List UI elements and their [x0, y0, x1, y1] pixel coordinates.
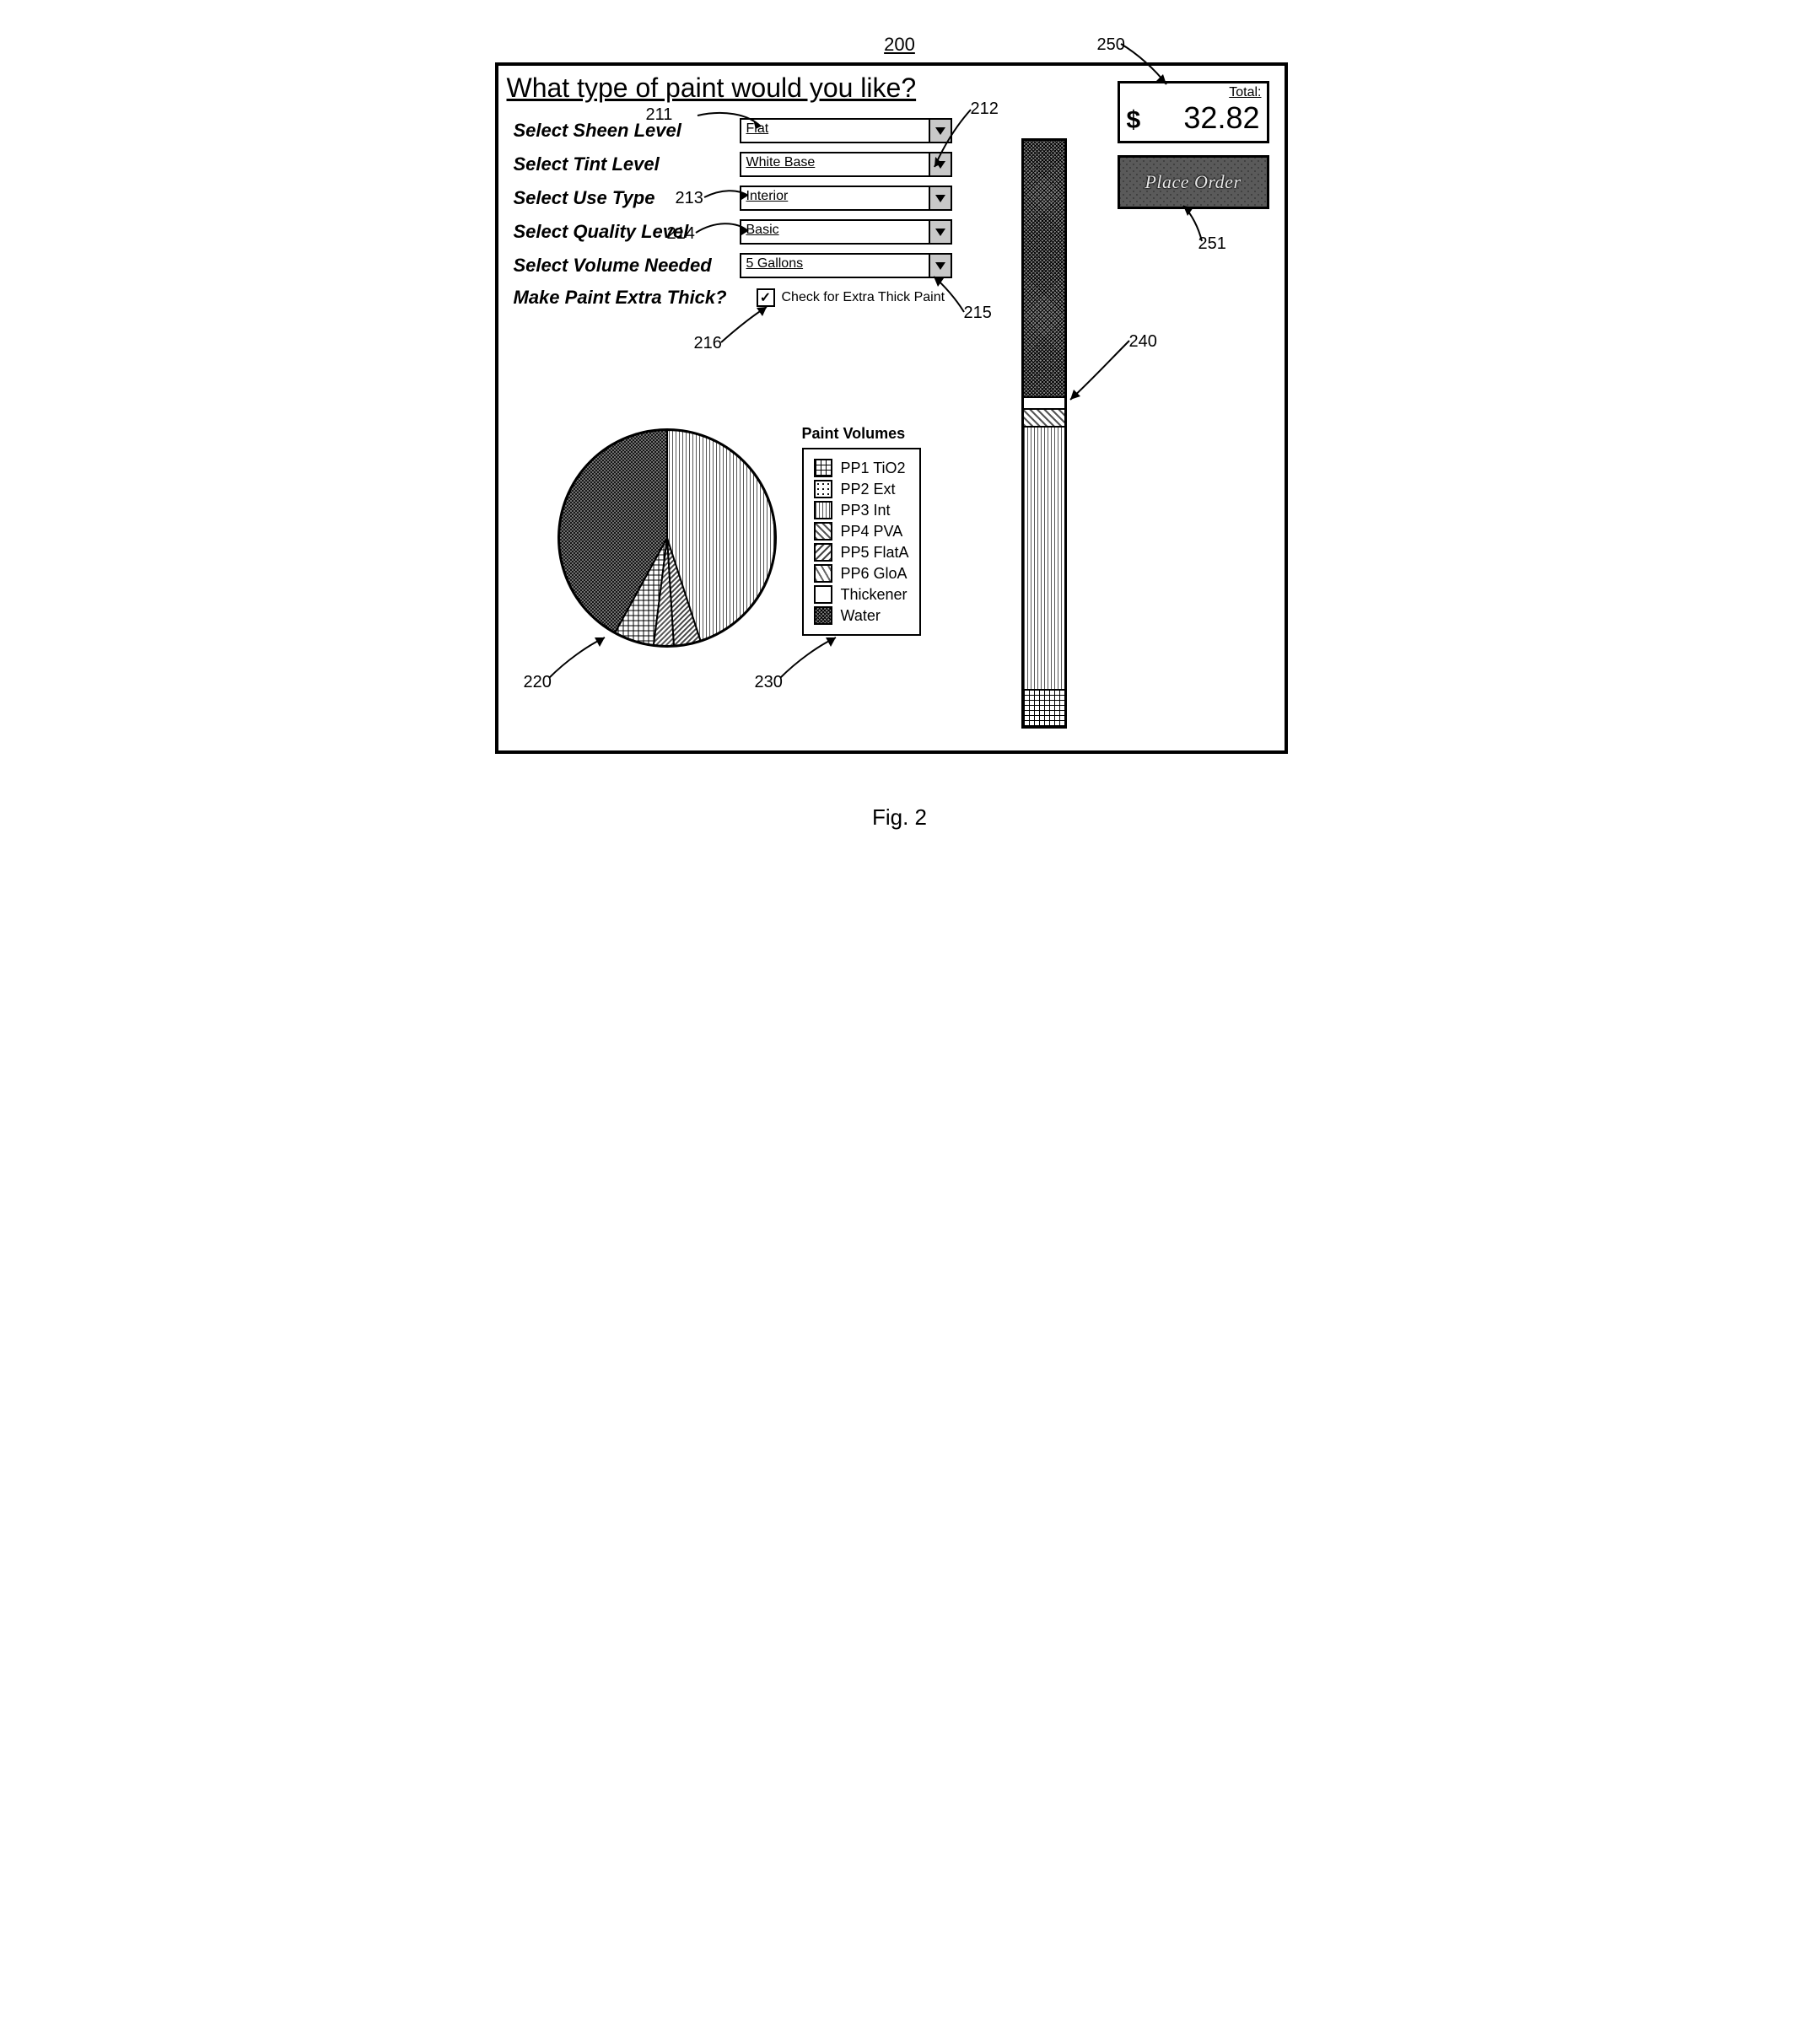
select-sheen-value: Flat: [741, 120, 929, 142]
checkbox-thick[interactable]: ✓: [757, 288, 775, 307]
legend-item: Thickener: [814, 585, 909, 604]
select-use[interactable]: Interior: [740, 186, 952, 211]
legend-item: PP1 TiO2: [814, 459, 909, 477]
select-tint-value: White Base: [741, 153, 929, 175]
checkbox-thick-label: Check for Extra Thick Paint: [782, 290, 945, 305]
ui-panel: What type of paint would you like? Selec…: [495, 62, 1288, 754]
stacked-bar: [1021, 138, 1067, 729]
bar-segment: [1024, 691, 1064, 726]
chevron-down-icon: [935, 229, 945, 236]
label-volume: Select Volume Needed: [514, 255, 733, 277]
callout-211: 211: [646, 105, 673, 125]
legend-label: PP2 Ext: [841, 481, 896, 498]
bar-segment: [1024, 141, 1064, 398]
select-volume-arrow[interactable]: [929, 255, 951, 277]
legend-label: PP4 PVA: [841, 523, 903, 541]
pie-svg: WaterPP1 TiO2PP4 PVAPP5 FlatAPP3 Int: [557, 428, 777, 648]
callout-213: 213: [676, 189, 703, 208]
total-box: Total: $ 32.82: [1118, 81, 1269, 143]
total-value: 32.82: [1183, 100, 1259, 136]
legend-item: PP6 GloA: [814, 564, 909, 583]
row-tint: Select Tint Level White Base: [514, 152, 952, 177]
legend-item: PP2 Ext: [814, 480, 909, 498]
legend-label: PP6 GloA: [841, 565, 908, 583]
legend-label: Thickener: [841, 586, 908, 604]
legend-label: PP3 Int: [841, 502, 891, 519]
legend-item: PP4 PVA: [814, 522, 909, 541]
callout-230: 230: [755, 673, 783, 692]
select-quality-arrow[interactable]: [929, 221, 951, 243]
select-tint[interactable]: White Base: [740, 152, 952, 177]
legend-item: PP3 Int: [814, 501, 909, 519]
row-volume: Select Volume Needed 5 Gallons: [514, 253, 952, 278]
callout-212: 212: [971, 100, 999, 119]
form-area: Select Sheen Level Flat Select Tint Leve…: [514, 118, 952, 317]
bar-segment: [1024, 428, 1064, 691]
chevron-down-icon: [935, 262, 945, 270]
label-thick: Make Paint Extra Thick?: [514, 287, 750, 309]
legend-box: PP1 TiO2 PP2 Ext PP3 Int PP4 PVA PP5 FlatA PP…: [802, 448, 921, 636]
place-order-button[interactable]: Place Order: [1118, 155, 1269, 209]
legend-swatch: [814, 522, 832, 541]
callout-251: 251: [1198, 234, 1226, 254]
figure-ref-top: 200: [495, 34, 1305, 56]
legend-label: PP5 FlatA: [841, 544, 909, 562]
legend-swatch: [814, 480, 832, 498]
select-volume[interactable]: 5 Gallons: [740, 253, 952, 278]
legend: Paint Volumes PP1 TiO2 PP2 Ext PP3 Int PP4 …: [802, 425, 921, 636]
legend-swatch: [814, 585, 832, 604]
select-quality-value: Basic: [741, 221, 929, 243]
legend-swatch: [814, 606, 832, 625]
legend-swatch: [814, 564, 832, 583]
callout-214: 214: [667, 224, 695, 244]
callout-250: 250: [1097, 39, 1125, 58]
callout-216: 216: [694, 334, 722, 353]
legend-item: PP5 FlatA: [814, 543, 909, 562]
total-currency: $: [1127, 106, 1141, 135]
bar-segment: [1024, 398, 1064, 410]
legend-swatch: [814, 543, 832, 562]
select-sheen[interactable]: Flat: [740, 118, 952, 143]
figure-caption: Fig. 2: [495, 804, 1305, 831]
legend-label: PP1 TiO2: [841, 460, 906, 477]
bar-segment: [1024, 410, 1064, 428]
select-volume-value: 5 Gallons: [741, 255, 929, 277]
chevron-down-icon: [935, 195, 945, 202]
page-title: What type of paint would you like?: [507, 73, 917, 104]
select-quality[interactable]: Basic: [740, 219, 952, 245]
pie-chart: WaterPP1 TiO2PP4 PVAPP5 FlatAPP3 Int: [557, 428, 777, 648]
label-tint: Select Tint Level: [514, 153, 733, 175]
legend-item: Water: [814, 606, 909, 625]
legend-label: Water: [841, 607, 881, 625]
select-use-value: Interior: [741, 187, 929, 209]
callout-240: 240: [1129, 332, 1157, 352]
legend-title: Paint Volumes: [802, 425, 921, 443]
legend-swatch: [814, 459, 832, 477]
callout-215: 215: [964, 304, 992, 323]
total-amount: $ 32.82: [1120, 100, 1267, 141]
select-use-arrow[interactable]: [929, 187, 951, 209]
callout-220: 220: [524, 673, 552, 692]
legend-swatch: [814, 501, 832, 519]
